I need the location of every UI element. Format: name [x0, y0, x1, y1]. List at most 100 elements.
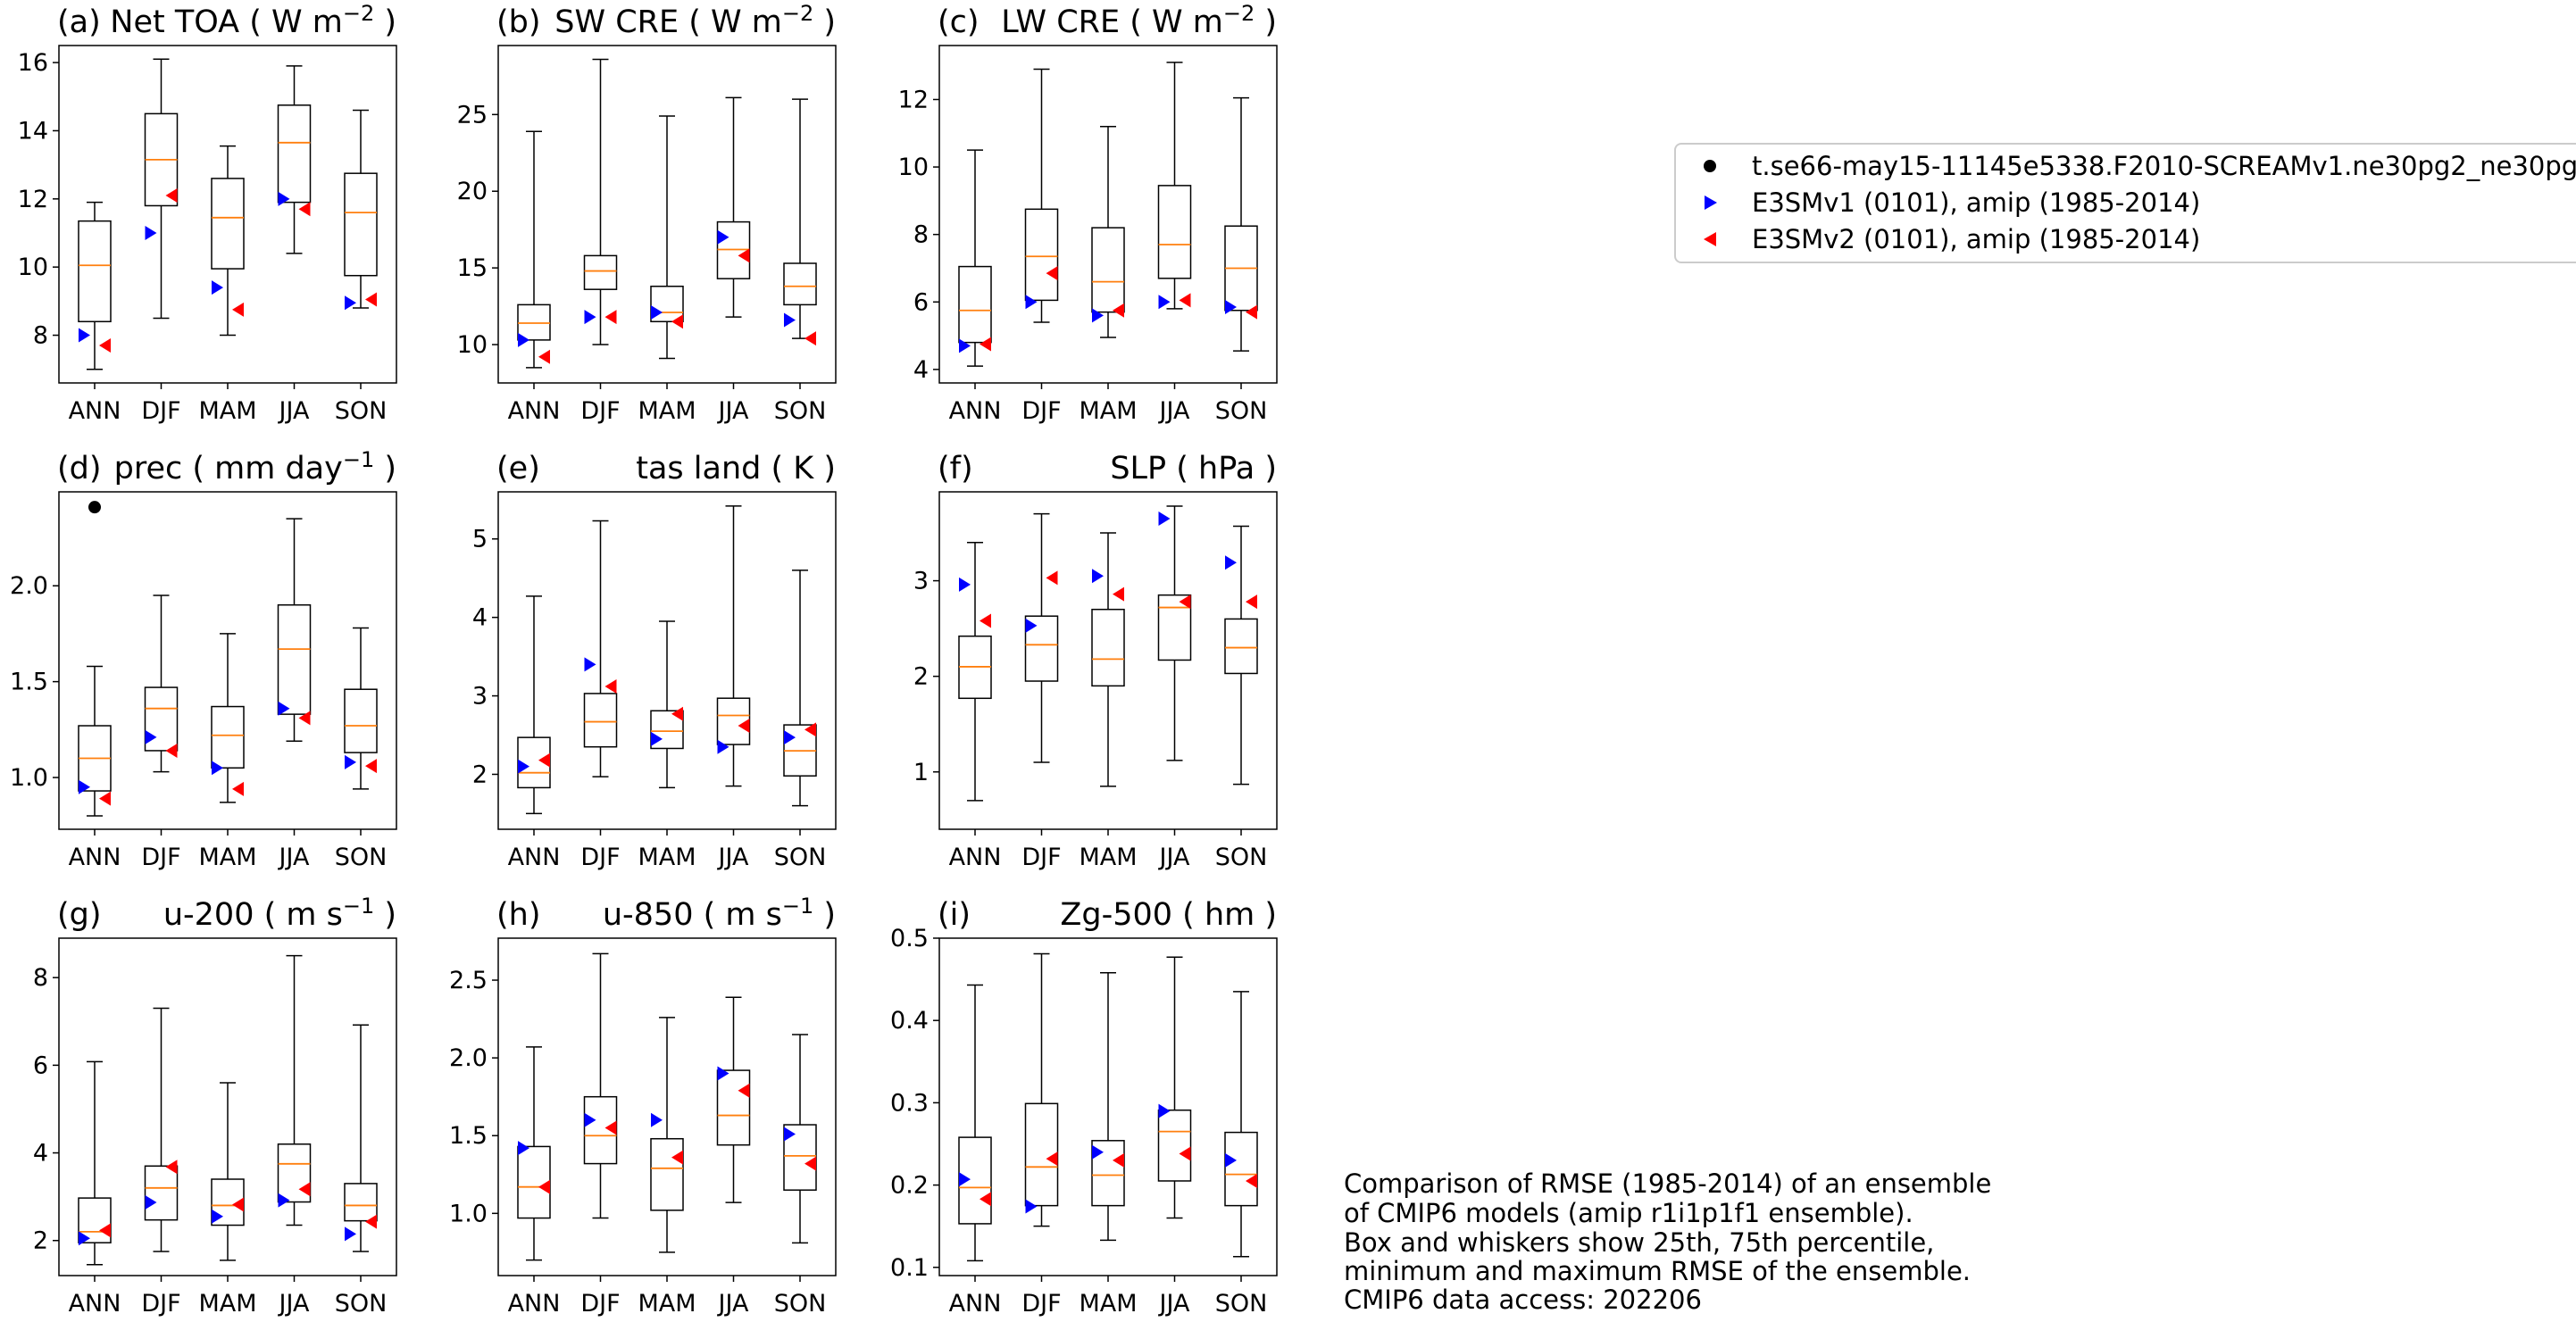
- panel-e-box-djf: [583, 520, 618, 777]
- iqr-box: [1091, 227, 1125, 313]
- panel-h-e3smv2-marker: [738, 1083, 750, 1098]
- panel-b-e3smv1-marker: [651, 304, 663, 320]
- iqr-box: [1224, 1131, 1258, 1207]
- panel-d-e3smv2-marker: [365, 759, 377, 774]
- panel-e-box-son: [783, 570, 817, 807]
- panel-b-box-jja: [716, 96, 751, 318]
- panel-b-ytick-label: 25: [457, 101, 488, 129]
- panel-f-xtick-label: SON: [1215, 844, 1268, 871]
- panel-b-e3smv1-marker: [584, 310, 596, 325]
- legend-marker-test: [1704, 160, 1716, 172]
- panel-c-box-jja: [1157, 62, 1192, 310]
- panel-b-e3smv2-marker: [671, 314, 683, 329]
- note-line-4: minimum and maximum RMSE of the ensemble…: [1344, 1256, 1971, 1286]
- panel-g-ytick-label: 8: [33, 964, 48, 992]
- panel-b-box-mam: [650, 115, 684, 360]
- panel-c-box-son: [1224, 96, 1258, 352]
- legend-label-e3smv1: E3SMv1 (0101), amip (1985-2014): [1752, 187, 2200, 218]
- panel-d-xtick-label: ANN: [69, 844, 121, 871]
- panel-b-e3smv1-marker: [717, 229, 729, 245]
- panel-f-e3smv2-marker: [1046, 570, 1058, 586]
- panel-f-e3smv2-marker: [980, 613, 991, 628]
- iqr-box: [783, 262, 817, 306]
- panel-d-e3smv1-marker: [345, 754, 356, 769]
- panel-a-e3smv1-marker: [79, 328, 90, 343]
- panel-d-box-djf: [144, 594, 179, 773]
- panel-c-e3smv1-marker: [959, 338, 971, 353]
- panel-h-xtick-label: DJF: [580, 1290, 620, 1318]
- panel-i-box-mam: [1091, 971, 1125, 1242]
- panel-d-e3smv2-marker: [232, 781, 244, 796]
- panel-i-ytick-label: 0.3: [890, 1089, 929, 1117]
- panel-c-box-mam: [1091, 125, 1125, 338]
- panel-h-letter: (h): [496, 897, 541, 933]
- panel-b-box-ann: [517, 130, 551, 369]
- panel-g-box-mam: [211, 1082, 245, 1261]
- panel-i-e3smv1-marker: [1158, 1103, 1171, 1118]
- panel-h-xtick-label: ANN: [508, 1290, 561, 1318]
- panel-c: 4 6 8 10 12 ANN DJF MAM JJA SON (c) LW CRE ( W m−2 …: [898, 1, 1278, 425]
- panel-c-title: LW CRE ( W m−2 ): [1001, 1, 1277, 40]
- panel-a-box-jja: [277, 65, 312, 254]
- panel-h-ytick-label: 1.5: [449, 1122, 488, 1150]
- iqr-box: [78, 220, 112, 323]
- panel-h-e3smv1-marker: [518, 1141, 529, 1156]
- panel-h-e3smv1-marker: [651, 1112, 663, 1127]
- panel-f-box-mam: [1091, 532, 1125, 787]
- panel-g-e3smv2-marker: [232, 1197, 244, 1212]
- panel-a-e3smv1-marker: [345, 295, 356, 311]
- panel-i-ytick-label: 0.4: [890, 1007, 929, 1035]
- legend-label-e3smv2: E3SMv2 (0101), amip (1985-2014): [1752, 224, 2200, 254]
- panel-i-xtick-label: DJF: [1021, 1290, 1061, 1318]
- panel-a-box-ann: [78, 201, 112, 370]
- panel-e: 2 3 4 5 ANN DJF MAM JJA SON (e) tas land ( K ): [472, 451, 837, 871]
- iqr-box: [583, 254, 618, 290]
- panel-b-e3smv2-marker: [538, 349, 550, 364]
- panel-d-xtick-label: MAM: [198, 844, 256, 871]
- panel-e-xtick-label: DJF: [580, 844, 620, 871]
- panel-b-xtick-label: MAM: [638, 397, 696, 425]
- panel-g-xtick-label: ANN: [69, 1290, 121, 1318]
- panel-g-e3smv1-marker: [79, 1231, 90, 1246]
- panel-c-e3smv1-marker: [1225, 299, 1237, 314]
- panel-c-e3smv1-marker: [1025, 295, 1038, 310]
- iqr-box: [78, 1197, 112, 1243]
- panel-d-e3smv1-marker: [212, 761, 223, 776]
- panel-a-ytick-label: 8: [33, 322, 48, 350]
- panel-b-xtick-label: JJA: [717, 397, 749, 425]
- panel-g-box-son: [344, 1024, 378, 1252]
- panel-c-ytick-label: 4: [913, 356, 929, 384]
- panel-i-e3smv2-marker: [1046, 1152, 1058, 1167]
- panel-f-title: SLP ( hPa ): [1110, 451, 1277, 486]
- panel-i-e3smv2-marker: [980, 1192, 991, 1207]
- panel-d-e3smv1-marker: [79, 779, 90, 794]
- panel-e-e3smv2-marker: [604, 679, 617, 694]
- panel-c-ytick-label: 6: [913, 288, 929, 316]
- panel-f-letter: (f): [938, 451, 973, 486]
- panel-b-box-son: [783, 98, 817, 339]
- panel-g-e3smv1-marker: [145, 1195, 157, 1210]
- panel-c-letter: (c): [938, 4, 980, 40]
- panel-d-ytick-label: 2.0: [10, 572, 48, 600]
- panel-b-ytick-label: 15: [457, 254, 488, 282]
- panel-i-e3smv2-marker: [1113, 1152, 1124, 1168]
- iqr-box: [344, 688, 378, 753]
- panel-h-box-djf: [583, 952, 618, 1219]
- panel-g-e3smv2-marker: [298, 1182, 311, 1197]
- panel-b-xtick-label: ANN: [508, 397, 561, 425]
- panel-a-e3smv2-marker: [232, 302, 244, 317]
- panel-e-ytick-label: 5: [472, 526, 488, 553]
- iqr-box: [344, 172, 378, 277]
- note-line-3: Box and whiskers show 25th, 75th percent…: [1344, 1227, 1934, 1258]
- panel-i-ytick-label: 0.2: [890, 1172, 929, 1200]
- note-line-1: Comparison of RMSE (1985-2014) of an ens…: [1344, 1168, 1991, 1199]
- panel-e-box-mam: [650, 620, 684, 789]
- panel-e-e3smv1-marker: [717, 739, 729, 754]
- panel-d-box-son: [344, 627, 378, 790]
- iqr-box: [650, 1137, 684, 1211]
- panel-g-title: u-200 ( m s−1 ): [163, 894, 396, 933]
- panel-i-letter: (i): [938, 897, 971, 933]
- panel-a-xtick-label: DJF: [141, 397, 180, 425]
- panel-i-e3smv1-marker: [1025, 1199, 1038, 1214]
- panel-c-ytick-label: 12: [898, 86, 929, 113]
